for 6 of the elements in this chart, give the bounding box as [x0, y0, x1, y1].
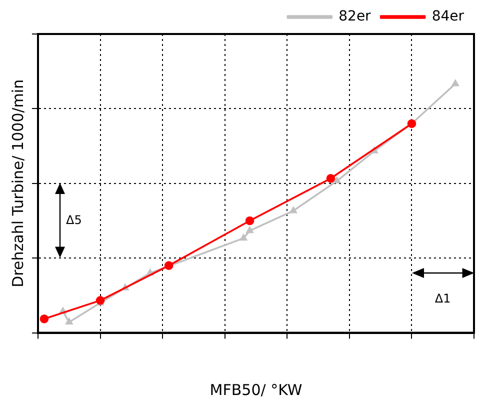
legend-label: 84er	[432, 8, 464, 25]
legend-label: 82er	[338, 8, 372, 25]
y-axis-title: Drehzahl Turbine/ 1000/min	[8, 79, 27, 288]
annotation: Δ1	[434, 291, 451, 306]
x-axis-title: MFB50/ °KW	[210, 380, 302, 399]
annotation: Δ5	[66, 212, 82, 227]
